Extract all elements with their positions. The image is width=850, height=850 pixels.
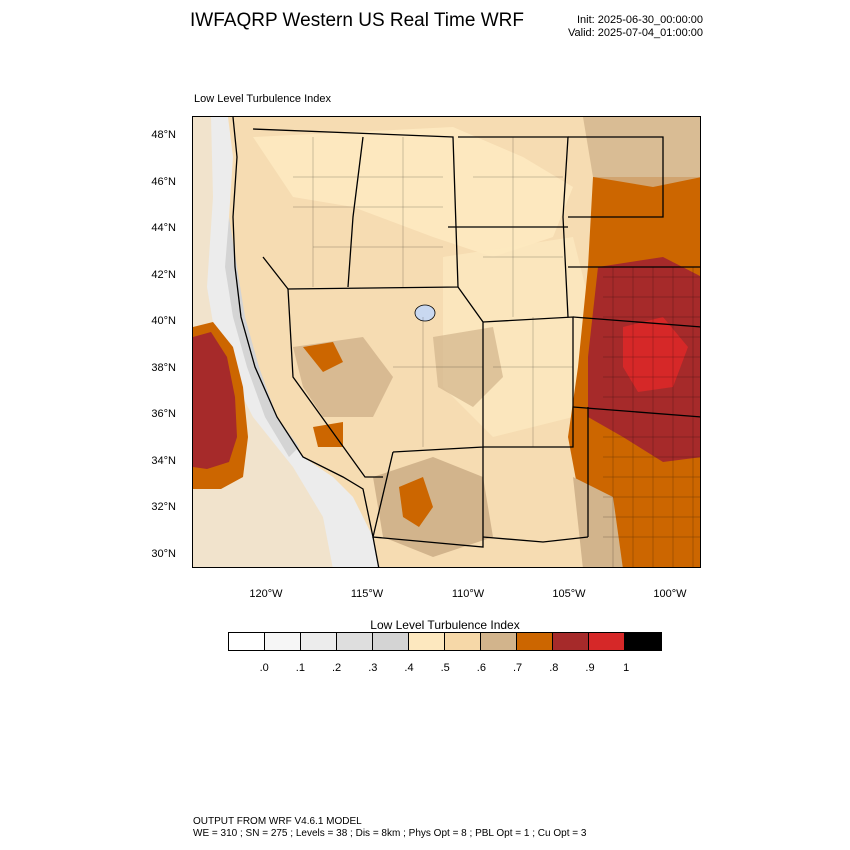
great-salt-lake	[414, 304, 436, 322]
colorbar-label: .9	[585, 662, 595, 674]
colorbar-swatch	[229, 633, 266, 650]
colorbar	[228, 632, 663, 651]
offshore-darkred	[193, 332, 237, 469]
colorbar-label: .8	[549, 662, 559, 674]
lat-label: 40°N	[151, 315, 176, 327]
lat-label: 46°N	[151, 176, 176, 188]
nv-orange	[303, 342, 343, 372]
az-orange	[313, 422, 343, 447]
colorbar-swatch	[301, 633, 338, 650]
plains-north-light	[583, 117, 700, 187]
colorbar-swatch	[625, 633, 662, 650]
lon-label: 120°W	[249, 588, 283, 600]
lat-label: 34°N	[151, 455, 176, 467]
lon-label: 105°W	[552, 588, 586, 600]
plains-south-tan	[573, 477, 623, 567]
colorbar-swatch	[481, 633, 518, 650]
plot-subtitle: Low Level Turbulence Index	[194, 93, 331, 105]
plains-red-core	[623, 317, 688, 392]
colorbar-swatch	[589, 633, 626, 650]
map-canvas	[193, 117, 700, 567]
footer-model: OUTPUT FROM WRF V4.6.1 MODEL	[193, 816, 362, 827]
colorbar-label: .6	[476, 662, 486, 674]
turbulence-map	[192, 116, 701, 568]
colorbar-swatch	[265, 633, 302, 650]
colorbar-swatch	[553, 633, 590, 650]
colorbar-label: .1	[295, 662, 305, 674]
lat-label: 32°N	[151, 501, 176, 513]
lat-label: 44°N	[151, 222, 176, 234]
colorbar-swatch	[373, 633, 410, 650]
lat-label: 36°N	[151, 408, 176, 420]
page-title: IWFAQRP Western US Real Time WRF	[190, 10, 524, 31]
colorbar-swatch	[337, 633, 374, 650]
coastline	[232, 117, 380, 567]
lon-label: 115°W	[350, 588, 384, 600]
colorbar-label: .0	[259, 662, 269, 674]
colorbar-label: .7	[513, 662, 523, 674]
colorbar-label: .5	[440, 662, 450, 674]
sw-orange	[399, 477, 433, 527]
footer-settings: WE = 310 ; SN = 275 ; Levels = 38 ; Dis …	[193, 828, 587, 839]
colorbar-swatch	[445, 633, 482, 650]
colorbar-label: .4	[404, 662, 414, 674]
lat-label: 42°N	[151, 269, 176, 281]
lat-label: 30°N	[151, 548, 176, 560]
lon-label: 100°W	[653, 588, 687, 600]
colorbar-swatch	[517, 633, 554, 650]
colorbar-label: .2	[332, 662, 342, 674]
colorbar-label: 1	[623, 662, 630, 674]
init-time: Init: 2025-06-30_00:00:00	[577, 14, 703, 26]
colorbar-label: .3	[368, 662, 378, 674]
colorbar-swatch	[409, 633, 446, 650]
light-region-north	[253, 127, 573, 257]
valid-time: Valid: 2025-07-04_01:00:00	[568, 27, 703, 39]
colorbar-title: Low Level Turbulence Index	[370, 618, 520, 632]
lat-label: 38°N	[151, 362, 176, 374]
lat-label: 48°N	[151, 129, 176, 141]
lon-label: 110°W	[451, 588, 485, 600]
county-lines	[293, 137, 700, 567]
coastal-grey	[225, 217, 299, 457]
